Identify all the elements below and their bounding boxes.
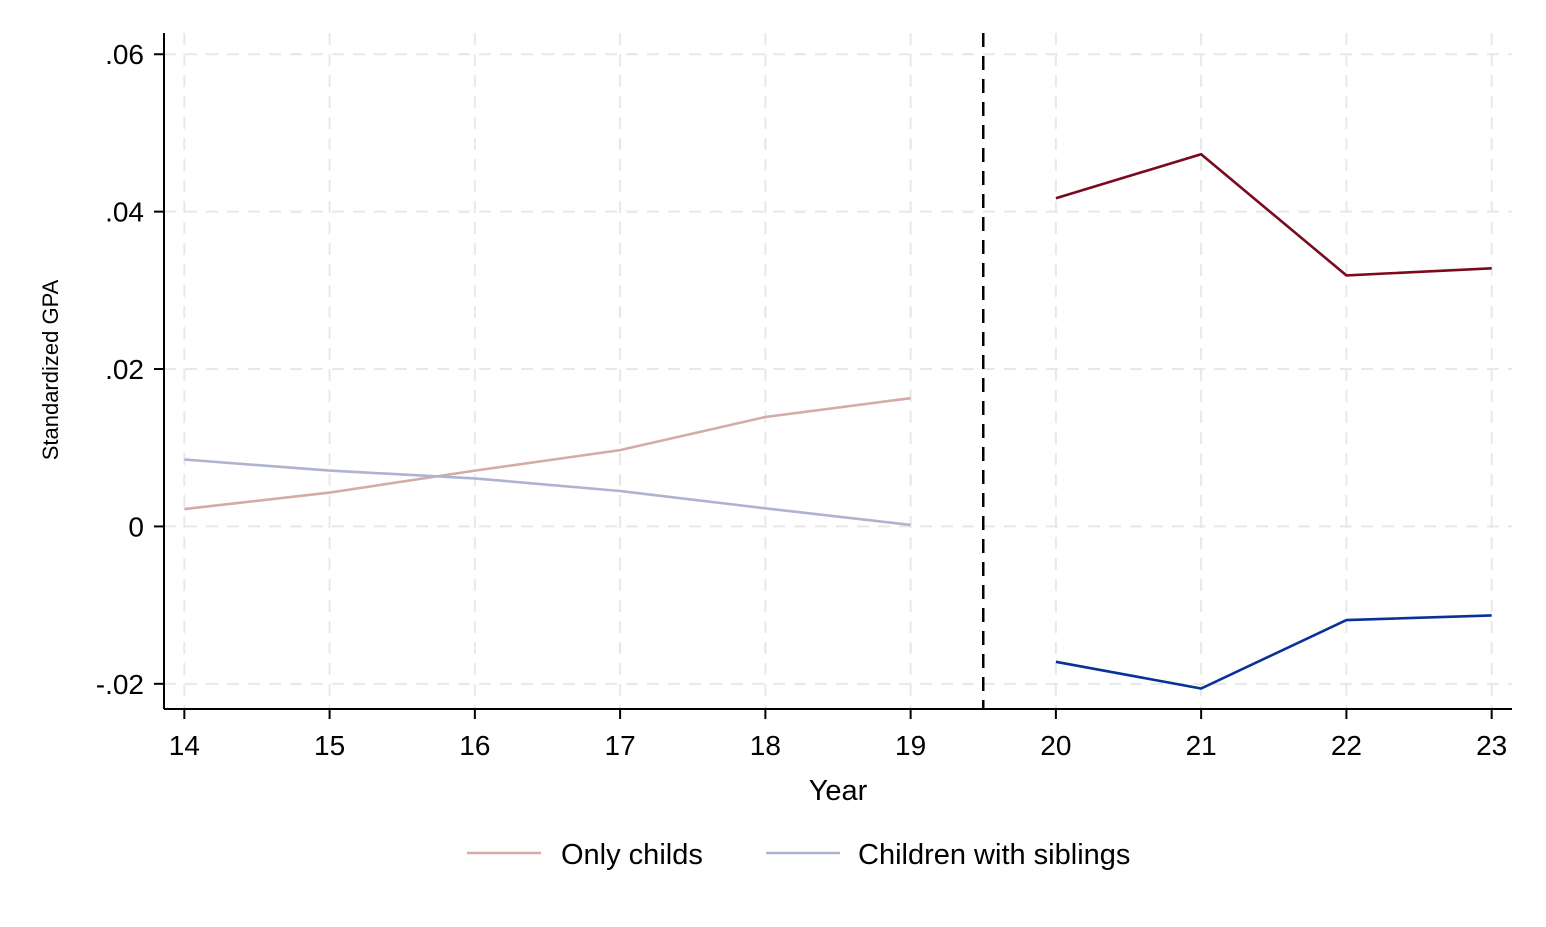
x-tick-label-14: 14 (169, 730, 200, 761)
grid (164, 33, 1512, 709)
legend-label-children-with-siblings: Children with siblings (858, 839, 1130, 871)
x-tick-label-18: 18 (750, 730, 781, 761)
x-tick-label-22: 22 (1331, 730, 1362, 761)
x-tick-label-23: 23 (1476, 730, 1507, 761)
series-line-only-childs (184, 396, 911, 511)
axes (154, 33, 1512, 719)
x-tick-label-19: 19 (895, 730, 926, 761)
y-tick-label-0: -.02 (96, 669, 144, 700)
series-group (184, 152, 1492, 690)
legend: Only childs Children with siblings (467, 839, 1130, 871)
series-line-series-4 (1055, 614, 1492, 690)
y-tick-label-3: .04 (105, 197, 144, 228)
tick-labels: 14 15 16 17 18 19 20 21 22 23 -.02 0 .02 .04 .06 (96, 39, 1507, 761)
x-tick-label-21: 21 (1186, 730, 1217, 761)
y-tick-label-1: 0 (128, 511, 144, 542)
series-line-series-3 (1055, 152, 1492, 277)
y-tick-label-2: .02 (105, 354, 144, 385)
legend-label-only-childs: Only childs (561, 839, 703, 871)
x-tick-label-20: 20 (1040, 730, 1071, 761)
x-tick-label-16: 16 (459, 730, 490, 761)
y-tick-label-4: .06 (105, 39, 144, 70)
x-tick-label-17: 17 (605, 730, 636, 761)
x-axis-title: Year (809, 775, 868, 807)
y-axis-title: Standardized GPA (38, 279, 63, 460)
series-line-children-with-siblings (184, 458, 911, 527)
x-tick-label-15: 15 (314, 730, 345, 761)
